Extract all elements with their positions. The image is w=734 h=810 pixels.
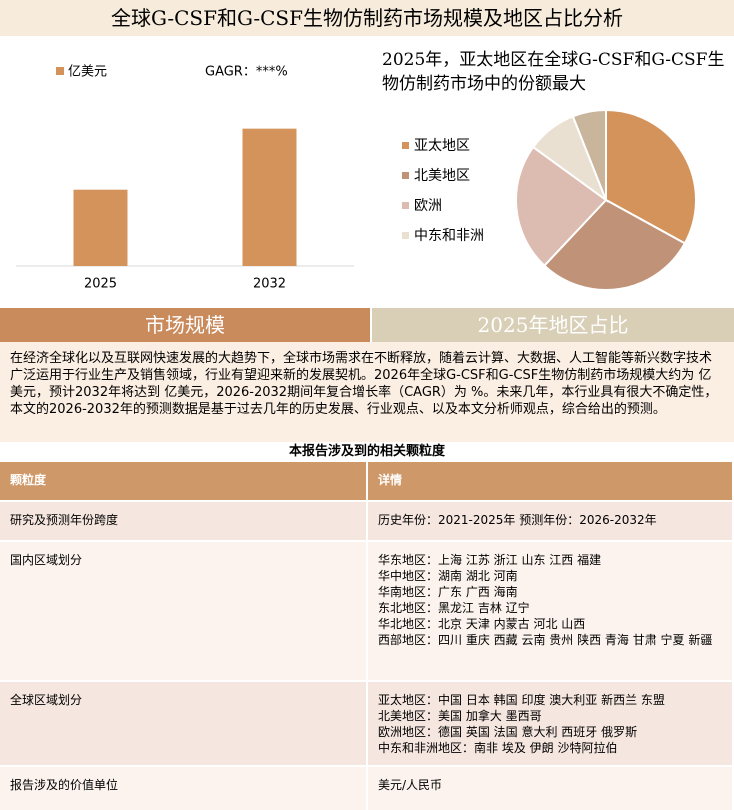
table-row: 研究及预测年份跨度 历史年份：2021-2025年 预测年份：2026-2032年	[0, 501, 734, 542]
bar	[73, 189, 128, 266]
table-row: 国内区域划分 华东地区：上海 江苏 浙江 山东 江西 福建 华中地区：湖南 湖北 河…	[0, 541, 734, 682]
row-label: 国内区域划分	[0, 541, 368, 682]
detail-line: 华东地区：上海 江苏 浙江 山东 江西 福建	[378, 553, 602, 567]
table-title: 本报告涉及到的相关颗粒度	[288, 444, 445, 459]
tab: 2025年地区占比	[372, 308, 734, 342]
legend-swatch	[402, 172, 409, 179]
detail-line: 欧洲地区：德国 英国 法国 意大利 西班牙 俄罗斯	[378, 725, 638, 739]
legend-swatch	[402, 202, 409, 209]
row-label: 全球区域划分	[0, 681, 368, 767]
detail-line: 北美地区：美国 加拿大 墨西哥	[378, 709, 542, 723]
legend-label: 欧洲	[414, 198, 442, 214]
bar	[242, 128, 297, 266]
pie-slice	[515, 145, 608, 268]
legend-label: 亚太地区	[414, 138, 470, 154]
detail-line: 西部地区：四川 重庆 西藏 云南 贵州 陕西 青海 甘肃 宁夏 新疆	[378, 633, 713, 647]
row-details: 华东地区：上海 江苏 浙江 山东 江西 福建 华中地区：湖南 湖北 河南 华南地区：…	[367, 541, 734, 682]
annotation: GAGR：***%	[205, 65, 288, 80]
detail-line: 美元/人民币	[378, 778, 443, 792]
legend-swatch	[402, 232, 409, 239]
legend-swatch	[402, 142, 409, 149]
pie-slice	[605, 108, 697, 245]
page-title: 全球G-CSF和G-CSF生物仿制药市场规模及地区占比分析	[0, 0, 734, 36]
detail-line: 华北地区：北京 天津 内蒙古 河北 山西	[378, 617, 586, 631]
row-details: 历史年份：2021-2025年 预测年份：2026-2032年	[367, 501, 734, 542]
detail-line: 华南地区：广东 广西 海南	[378, 585, 518, 599]
intro-text: 在经济全球化以及互联网快速发展的大趋势下，全球市场需求在不断释放，随着云计算、大…	[0, 342, 734, 442]
table-row: 全球区域划分 亚太地区：中国 日本 韩国 印度 澳大利亚 新西兰 东盟 北美地区：美…	[0, 681, 734, 767]
pie-slice	[571, 108, 607, 201]
legend-label: 北美地区	[414, 168, 470, 184]
detail-line: 中东和非洲地区：南非 埃及 伊朗 沙特阿拉伯	[378, 741, 618, 755]
table-row: 报告涉及的价值单位 美元/人民币	[0, 766, 734, 810]
x-tick-label: 2032	[253, 277, 286, 292]
tab: 市场规模	[0, 308, 370, 342]
row-details: 亚太地区：中国 日本 韩国 印度 澳大利亚 新西兰 东盟 北美地区：美国 加拿大 …	[367, 681, 734, 767]
row-label: 研究及预测年份跨度	[0, 501, 368, 542]
x-tick-label: 2025	[84, 277, 117, 292]
header-row: 颗粒度 详情	[0, 462, 734, 502]
pie-slice	[542, 198, 687, 291]
detail-line: 历史年份：2021-2025年 预测年份：2026-2032年	[378, 513, 657, 527]
legend-label: 中东和非洲	[414, 228, 484, 244]
row-details: 美元/人民币	[367, 766, 734, 810]
legend-swatch	[56, 67, 64, 75]
detail-line: 华中地区：湖南 湖北 河南	[378, 569, 518, 583]
column-header: 详情	[367, 462, 734, 502]
detail-line: 亚太地区：中国 日本 韩国 印度 澳大利亚 新西兰 东盟	[378, 693, 665, 707]
column-header: 颗粒度	[0, 462, 368, 502]
table: 颗粒度 详情 研究及预测年份跨度 历史年份：2021-2025年 预测年份：2026-…	[0, 462, 734, 810]
pie-title: 2025年，亚太地区在全球G-CSF和G-CSF生物仿制药市场中的份额最大	[382, 50, 725, 94]
row-label: 报告涉及的价值单位	[0, 766, 368, 810]
detail-line: 东北地区：黑龙江 吉林 辽宁	[378, 601, 530, 615]
legend-label: 亿美元	[68, 65, 107, 80]
